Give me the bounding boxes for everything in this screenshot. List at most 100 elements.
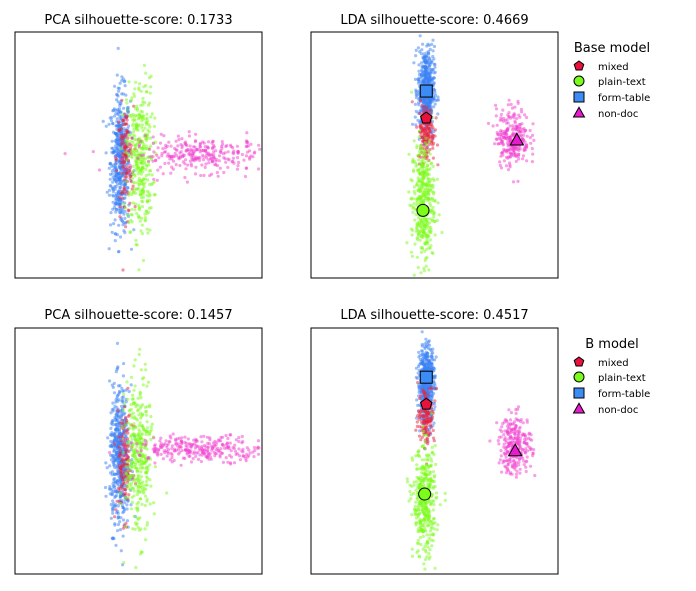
data-point: [184, 441, 188, 445]
data-point: [133, 153, 137, 157]
data-point: [135, 457, 139, 461]
data-point: [121, 268, 125, 272]
data-point: [427, 552, 431, 556]
data-point: [114, 124, 118, 128]
data-point: [149, 144, 153, 148]
data-point: [415, 226, 419, 230]
data-point: [127, 389, 131, 394]
data-point: [126, 213, 130, 217]
data-point: [114, 185, 118, 189]
data-point: [494, 114, 498, 118]
data-point: [133, 477, 137, 481]
data-point: [197, 158, 202, 162]
data-point: [431, 183, 435, 187]
data-point: [112, 442, 117, 446]
data-point: [415, 125, 419, 129]
data-point: [123, 210, 127, 214]
data-point: [120, 396, 124, 400]
data-point: [125, 101, 129, 105]
data-point: [133, 384, 137, 388]
data-point: [114, 162, 118, 166]
panel-title: PCA silhouette-score: 0.1733: [44, 13, 232, 28]
data-point: [118, 165, 122, 170]
data-point: [218, 166, 222, 170]
data-point: [431, 428, 435, 433]
data-point: [171, 159, 176, 163]
data-point: [200, 440, 204, 444]
data-point: [199, 173, 203, 178]
data-point: [420, 146, 424, 150]
data-point: [111, 163, 115, 167]
data-point: [412, 480, 416, 484]
data-point: [221, 142, 225, 146]
data-point: [432, 105, 436, 109]
data-point: [423, 458, 427, 462]
data-point: [121, 526, 126, 530]
data-point: [106, 436, 110, 440]
data-point: [119, 448, 123, 452]
data-point: [415, 255, 419, 259]
data-point: [217, 159, 221, 163]
data-point: [436, 95, 440, 99]
data-point: [417, 72, 422, 77]
data-point: [514, 424, 518, 428]
data-point: [518, 123, 522, 127]
data-point: [414, 500, 418, 504]
data-point: [214, 163, 218, 167]
data-point: [433, 65, 437, 69]
data-point: [415, 541, 420, 545]
data-point: [142, 185, 146, 189]
data-point: [418, 34, 422, 38]
data-point: [416, 154, 420, 158]
data-point: [217, 154, 222, 158]
data-point: [435, 218, 439, 223]
data-point: [426, 190, 430, 194]
data-point: [435, 495, 439, 499]
data-point: [121, 77, 125, 81]
data-point: [145, 479, 149, 483]
data-point: [205, 435, 209, 439]
data-point: [104, 124, 108, 128]
data-point: [421, 547, 425, 551]
data-point: [109, 211, 113, 215]
data-point: [136, 156, 140, 160]
data-point: [194, 438, 198, 442]
data-point: [114, 140, 118, 144]
data-point: [204, 156, 209, 160]
data-point: [136, 517, 140, 521]
data-point: [194, 451, 199, 455]
legend: Base model mixed plain-text form-table n…: [572, 41, 650, 120]
data-point: [432, 44, 437, 49]
data-point: [423, 72, 428, 76]
data-point: [421, 425, 425, 429]
data-point: [418, 50, 422, 54]
data-point: [226, 436, 230, 441]
data-point: [122, 129, 126, 133]
data-point: [204, 454, 208, 458]
data-point: [422, 219, 426, 223]
data-point: [109, 411, 113, 415]
data-point: [161, 457, 165, 461]
data-point: [114, 413, 118, 417]
data-point: [417, 196, 421, 201]
data-point: [126, 108, 130, 112]
data-point: [133, 208, 137, 212]
data-point: [136, 432, 140, 436]
data-point: [122, 164, 126, 168]
data-point: [428, 230, 433, 234]
data-point: [131, 461, 135, 465]
data-point: [425, 183, 429, 187]
data-point: [137, 268, 141, 272]
data-point: [143, 460, 147, 464]
data-point: [115, 511, 119, 515]
data-point: [139, 485, 143, 489]
data-point: [145, 199, 149, 203]
data-point: [137, 528, 142, 532]
data-point: [114, 508, 118, 512]
data-point: [431, 470, 436, 474]
data-point: [110, 169, 114, 173]
data-point: [113, 218, 117, 222]
data-point: [431, 508, 435, 512]
data-point: [427, 346, 431, 351]
data-point: [133, 527, 137, 531]
